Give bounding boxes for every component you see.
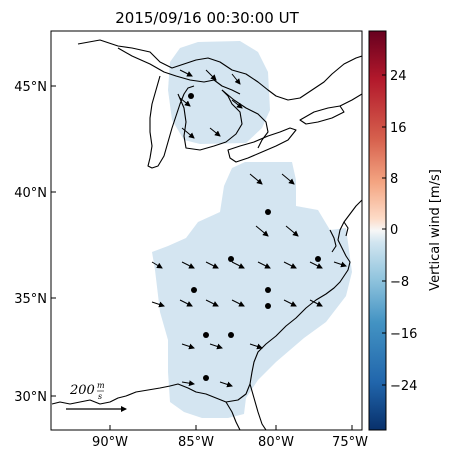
colorbar-tick-label: 24	[390, 69, 407, 84]
lon-tick-label: 80°W	[258, 435, 294, 450]
lon-tick-label: 85°W	[178, 435, 214, 450]
map-area	[51, 39, 362, 430]
lat-tick-label: 35°N	[14, 292, 47, 307]
colorbar-tick-label: 16	[390, 121, 407, 136]
colorbar: 24 16 8 0 −8 −16 −24 Vertical wind [m/s]	[368, 30, 443, 431]
colorbar-tick-label: 0	[390, 223, 398, 238]
colorbar-tick-label: −16	[390, 327, 417, 342]
colorbar-label: Vertical wind [m/s]	[428, 169, 443, 291]
scale-unit-den: s	[98, 392, 102, 401]
lat-tick-label: 45°N	[14, 80, 47, 95]
colorbar-tick-label: −24	[390, 379, 417, 394]
lat-axis: 30°N 35°N 40°N 45°N	[14, 80, 56, 405]
colorbar-tick-label: 8	[390, 172, 398, 187]
lon-axis: 90°W 85°W 80°W 75°W	[92, 425, 368, 450]
lat-tick-label: 40°N	[14, 186, 47, 201]
colorbar-scale	[368, 30, 387, 431]
lon-tick-label: 90°W	[92, 435, 128, 450]
coastlines	[51, 39, 362, 430]
lon-tick-label: 75°W	[332, 435, 368, 450]
wind-vector-arrows	[151, 69, 347, 388]
scale-label: 200	[69, 383, 95, 398]
map-title: 2015/09/16 00:30:00 UT	[115, 9, 299, 27]
station-markers	[188, 93, 321, 381]
lat-tick-label: 30°N	[14, 390, 47, 405]
map-frame	[50, 30, 363, 431]
scale-unit-num: m	[97, 381, 105, 390]
coverage-region	[152, 41, 352, 418]
colorbar-tick-label: −8	[390, 275, 409, 290]
